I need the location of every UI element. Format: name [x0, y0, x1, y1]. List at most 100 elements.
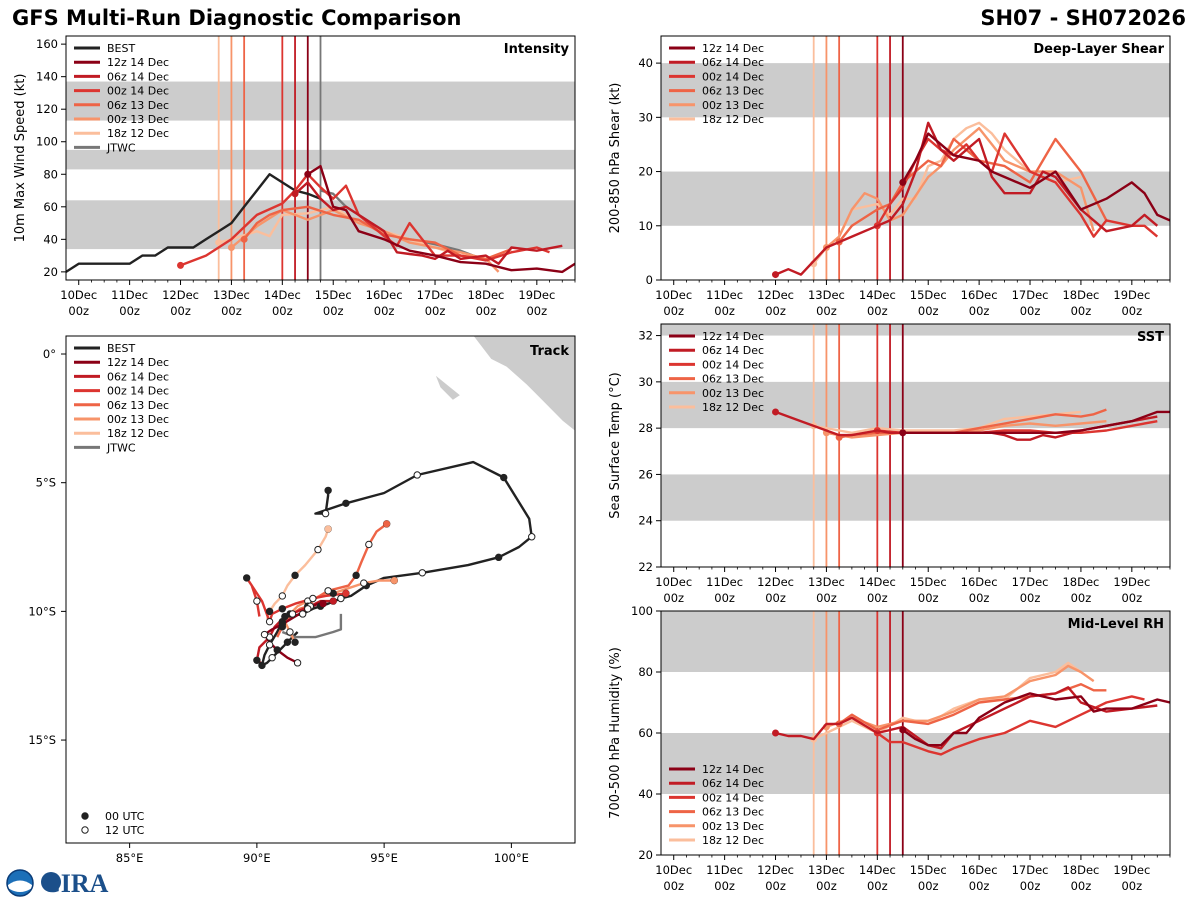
gray-band	[661, 63, 1170, 118]
gray-band	[661, 381, 1170, 429]
y-tick-label: 20	[638, 848, 653, 862]
track-panel: 85°E 90°E 95°E 100°E0°5°S10°S15°STrackBEST1…	[28, 335, 576, 865]
legend-label: 00z 13 Dec	[702, 820, 764, 833]
track-position-marker	[265, 617, 274, 626]
y-tick-label: 26	[638, 467, 653, 481]
track-position-marker	[281, 612, 289, 621]
track-position-marker	[309, 594, 317, 603]
x-tick-label: 13Dec	[213, 288, 250, 302]
x-tick-label: 12Dec	[757, 575, 794, 589]
gray-band	[661, 733, 1170, 794]
legend-label: 00z 13 Dec	[702, 387, 764, 400]
y-axis-label: 700-500 hPa Humidity (%)	[608, 647, 623, 819]
x-tick-label: 90°E	[243, 851, 271, 865]
track-position-marker	[278, 592, 287, 600]
x-tick-label: 00z	[323, 304, 344, 318]
y-tick-label: 24	[638, 514, 653, 528]
x-tick-label: 00z	[918, 304, 939, 318]
x-tick-label: 10Dec	[655, 863, 692, 877]
land-mass	[472, 336, 575, 432]
series-start-marker	[899, 726, 907, 734]
series-line	[775, 121, 1159, 276]
y-tick-label: 40	[638, 787, 653, 801]
track-start-marker	[324, 525, 332, 533]
y-tick-label: 5°S	[36, 476, 56, 490]
x-tick-label: 00z	[170, 304, 191, 318]
shear-panel: 10Dec 00z 11Dec 00z 12Dec 00z 13Dec 00z 14Dec 00z…	[608, 35, 1171, 318]
storm-id: SH07 - SH072026	[980, 6, 1186, 30]
x-tick-label: 16Dec	[961, 575, 998, 589]
x-tick-label: 19Dec	[1113, 288, 1150, 302]
y-axis-label: Sea Surface Temp (°C)	[608, 372, 623, 519]
legend-label: 06z 13 Dec	[107, 399, 169, 412]
x-tick-label: 100°E	[494, 851, 529, 865]
series-line	[307, 164, 575, 274]
y-tick-label: 60	[43, 200, 58, 214]
x-tick-label: 18Dec	[1062, 575, 1099, 589]
series-start-marker	[772, 408, 780, 416]
legend-label: 00z 14 Dec	[702, 70, 764, 83]
y-tick-label: 100	[631, 604, 653, 618]
track-start-marker	[383, 520, 391, 528]
x-tick-label: 00z	[1071, 591, 1092, 605]
series-line	[902, 692, 1170, 747]
x-tick-label: 00z	[969, 879, 990, 893]
marker-legend-label: 00 UTC	[105, 810, 145, 823]
x-tick-label: 00z	[526, 304, 547, 318]
x-tick-label: 17Dec	[417, 288, 454, 302]
y-axis-label: 10m Max Wind Speed (kt)	[13, 74, 28, 243]
legend-label: BEST	[107, 342, 135, 355]
legend-label: 06z 14 Dec	[107, 70, 169, 83]
track-position-marker	[298, 610, 307, 618]
track-position-marker	[286, 628, 294, 636]
y-tick-label: 140	[36, 70, 58, 84]
x-tick-label: 00z	[221, 304, 242, 318]
x-tick-label: 11Dec	[706, 575, 743, 589]
legend-label: 18z 12 Dec	[702, 834, 764, 847]
track-position-marker	[283, 638, 292, 646]
series-line	[180, 173, 550, 267]
x-tick-label: 12Dec	[757, 288, 794, 302]
x-tick-label: 00z	[476, 304, 497, 318]
x-tick-label: 00z	[867, 591, 888, 605]
legend-label: 00z 14 Dec	[702, 358, 764, 371]
x-tick-label: 00z	[1071, 879, 1092, 893]
sst-plot-area	[661, 324, 1170, 567]
legend-label: 00z 13 Dec	[702, 99, 764, 112]
y-tick-label: 0°	[43, 347, 56, 361]
legend-label: 12z 14 Dec	[702, 42, 764, 55]
y-tick-label: 10	[638, 219, 653, 233]
x-tick-label: 13Dec	[808, 575, 845, 589]
x-tick-label: 00z	[816, 304, 837, 318]
x-tick-label: 00z	[918, 591, 939, 605]
series-start-marker	[899, 429, 907, 437]
track-position-marker	[265, 607, 274, 616]
legend-label: 06z 13 Dec	[107, 99, 169, 112]
track-position-marker	[288, 610, 297, 618]
x-tick-label: 00z	[714, 879, 735, 893]
cira-logo: CIRA	[4, 866, 116, 898]
y-tick-label: 80	[43, 167, 58, 181]
x-tick-label: 00z	[119, 304, 140, 318]
x-tick-label: 19Dec	[518, 288, 555, 302]
intensity-panel: 10Dec 00z 11Dec 00z 12Dec 00z 13Dec 00z 14Dec 00z…	[13, 35, 576, 318]
x-tick-label: 85°E	[116, 851, 144, 865]
series-start-marker	[772, 729, 780, 737]
y-tick-label: 28	[638, 421, 653, 435]
x-tick-label: 12Dec	[757, 863, 794, 877]
shear-plot-area	[661, 36, 1170, 280]
x-tick-label: 00z	[816, 591, 837, 605]
legend-label: 18z 12 Dec	[702, 113, 764, 126]
page-title: GFS Multi-Run Diagnostic Comparison	[12, 6, 462, 30]
track-position-marker	[265, 641, 274, 649]
legend-label: 00z 13 Dec	[107, 413, 169, 426]
x-tick-label: 14Dec	[264, 288, 301, 302]
legend-label: BEST	[107, 42, 135, 55]
y-axis-label: 200-850 hPa Shear (kt)	[608, 83, 623, 234]
x-tick-label: 11Dec	[706, 288, 743, 302]
y-tick-label: 40	[43, 232, 58, 246]
series-line	[775, 686, 1158, 750]
y-tick-label: 160	[36, 37, 58, 51]
y-tick-label: 120	[36, 102, 58, 116]
